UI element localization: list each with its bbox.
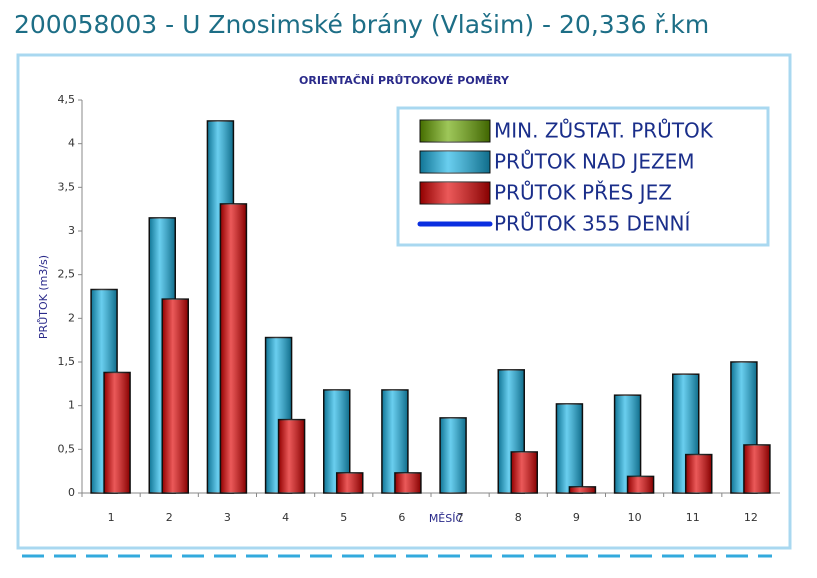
x-tick-label: 2	[166, 511, 173, 524]
x-tick-label: 5	[340, 511, 347, 524]
bar	[555, 403, 584, 494]
legend-shade	[420, 120, 490, 142]
bar	[568, 486, 597, 494]
x-tick-label: 10	[628, 511, 642, 524]
y-tick-label: 2	[68, 311, 75, 324]
legend-label: PRŮTOK 355 DENNÍ	[494, 212, 691, 236]
x-tick-label: 11	[686, 511, 700, 524]
bar	[626, 475, 655, 494]
bar	[743, 444, 771, 494]
y-tick-label: 0,5	[58, 442, 76, 455]
y-tick-label: 4,5	[58, 93, 76, 106]
legend-label: PRŮTOK PŘES JEZ	[494, 181, 672, 205]
bar	[685, 453, 713, 494]
y-tick-label: 1	[68, 399, 75, 412]
y-tick-label: 3,5	[58, 180, 76, 193]
legend-shade	[420, 182, 490, 204]
bar	[439, 417, 467, 494]
y-tick-label: 4	[68, 137, 75, 150]
legend-shade	[420, 151, 490, 173]
page-title: 200058003 - U Znosimské brány (Vlašim) -…	[14, 10, 709, 39]
chart-title: ORIENTAČNÍ PRŮTOKOVÉ POMĚRY	[299, 74, 510, 87]
x-tick-label: 7	[457, 511, 464, 524]
x-tick-label: 4	[282, 511, 289, 524]
bar	[394, 472, 422, 494]
x-axis-label: MĚSÍC	[429, 512, 464, 525]
bar	[510, 451, 538, 494]
bar	[219, 203, 248, 494]
bar	[277, 418, 306, 494]
x-tick-label: 12	[744, 511, 758, 524]
y-tick-label: 2,5	[58, 268, 76, 281]
bar	[161, 298, 189, 494]
x-tick-label: 9	[573, 511, 580, 524]
bar	[103, 371, 131, 494]
legend-label: MIN. ZŮSTAT. PRŮTOK	[494, 119, 714, 143]
y-axis-label: PRŮTOK (m3/s)	[37, 255, 50, 339]
y-tick-label: 0	[68, 486, 75, 499]
x-tick-label: 1	[108, 511, 115, 524]
y-tick-label: 3	[68, 224, 75, 237]
x-tick-label: 8	[515, 511, 522, 524]
x-tick-label: 3	[224, 511, 231, 524]
x-tick-label: 6	[398, 511, 405, 524]
legend-label: PRŮTOK NAD JEZEM	[494, 150, 695, 174]
bar	[336, 472, 364, 494]
y-tick-label: 1,5	[58, 355, 76, 368]
